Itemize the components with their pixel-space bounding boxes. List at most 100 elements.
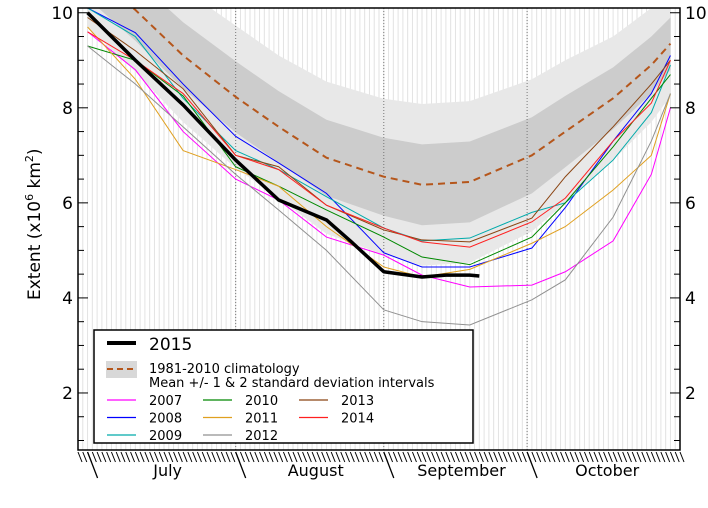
x-day-tick [555, 451, 561, 463]
legend-label-2013: 2013 [341, 394, 374, 409]
x-day-tick [77, 451, 83, 463]
x-day-tick [201, 451, 207, 463]
x-day-tick [206, 451, 212, 463]
x-day-tick [311, 451, 317, 463]
line-2011 [87, 26, 671, 278]
legend-label-2010: 2010 [245, 394, 278, 409]
x-month-label: July [152, 461, 182, 480]
x-day-tick [512, 451, 518, 463]
x-day-tick [187, 451, 193, 463]
x-day-tick [650, 451, 656, 463]
x-day-tick [583, 451, 589, 463]
x-day-tick [158, 451, 164, 463]
x-day-tick [603, 451, 609, 463]
x-day-tick [182, 451, 188, 463]
x-day-tick [306, 451, 312, 463]
legend-label-2011: 2011 [245, 412, 278, 427]
x-day-tick [91, 451, 97, 463]
x-day-tick [125, 451, 131, 463]
x-day-tick [230, 451, 236, 463]
x-day-tick [540, 451, 546, 463]
y-tick-label-left: 10 [51, 4, 73, 24]
x-day-tick [431, 451, 437, 463]
x-day-tick [216, 451, 222, 463]
line-2008 [87, 8, 671, 268]
x-day-tick [168, 451, 174, 463]
x-day-tick [636, 451, 642, 463]
legend: 2015 1981-2010 climatology Mean +/- 1 & … [93, 329, 474, 444]
x-day-tick [579, 451, 585, 463]
line-2007 [87, 31, 671, 288]
x-day-tick [220, 451, 226, 463]
x-day-tick [550, 451, 556, 463]
x-day-tick [82, 451, 88, 463]
x-day-tick [302, 451, 308, 463]
x-day-tick [177, 451, 183, 463]
x-day-tick [531, 451, 537, 463]
x-day-tick [440, 451, 446, 463]
y-tick-label-right: 10 [685, 4, 707, 24]
x-day-tick [354, 451, 360, 463]
x-day-tick [626, 451, 632, 463]
x-day-tick [96, 451, 102, 463]
x-day-tick [110, 451, 116, 463]
x-day-tick [273, 451, 279, 463]
x-day-tick [416, 451, 422, 463]
y-tick-label-left: 2 [62, 384, 73, 404]
x-day-tick [192, 451, 198, 463]
x-day-tick [474, 451, 480, 463]
legend-label-climatology: 1981-2010 climatology [149, 362, 300, 377]
y-tick-label-right: 2 [685, 384, 696, 404]
x-day-tick [278, 451, 284, 463]
x-axis: July August September October [77, 451, 685, 480]
legend-box [93, 329, 474, 444]
x-day-tick [469, 451, 475, 463]
x-day-tick [268, 451, 274, 463]
x-day-tick [517, 451, 523, 463]
x-day-tick [669, 451, 675, 463]
x-day-tick [588, 451, 594, 463]
x-day-tick [259, 451, 265, 463]
x-day-tick [402, 451, 408, 463]
x-day-tick [287, 451, 293, 463]
x-day-tick [502, 451, 508, 463]
x-day-tick [536, 451, 542, 463]
x-day-tick [325, 451, 331, 463]
x-day-tick [426, 451, 432, 463]
y-tick-label-right: 6 [685, 194, 696, 214]
x-day-tick [488, 451, 494, 463]
x-day-tick [459, 451, 465, 463]
x-day-tick [454, 451, 460, 463]
x-day-tick [493, 451, 499, 463]
x-day-tick [598, 451, 604, 463]
legend-label-2012: 2012 [245, 429, 278, 444]
x-day-tick [373, 451, 379, 463]
legend-label-2009: 2009 [149, 429, 182, 444]
x-day-tick [149, 451, 155, 463]
x-day-tick [106, 451, 112, 463]
x-day-tick [292, 451, 298, 463]
y-tick-label-left: 4 [62, 289, 73, 309]
x-day-tick [411, 451, 417, 463]
x-day-tick [196, 451, 202, 463]
x-month-tick [383, 451, 395, 479]
y-tick-label-left: 8 [62, 99, 73, 119]
x-day-tick [464, 451, 470, 463]
x-day-tick [359, 451, 365, 463]
x-day-tick [282, 451, 288, 463]
x-day-tick [607, 451, 613, 463]
legend-label-2014: 2014 [341, 412, 374, 427]
x-day-tick [660, 451, 666, 463]
x-day-tick [655, 451, 661, 463]
legend-label-2007: 2007 [149, 394, 182, 409]
x-day-tick [239, 451, 245, 463]
x-day-tick [397, 451, 403, 463]
x-day-tick [321, 451, 327, 463]
x-day-tick [364, 451, 370, 463]
x-day-tick [368, 451, 374, 463]
x-day-tick [349, 451, 355, 463]
x-day-tick [134, 451, 140, 463]
x-day-tick [497, 451, 503, 463]
x-day-tick [445, 451, 451, 463]
x-day-tick [244, 451, 250, 463]
